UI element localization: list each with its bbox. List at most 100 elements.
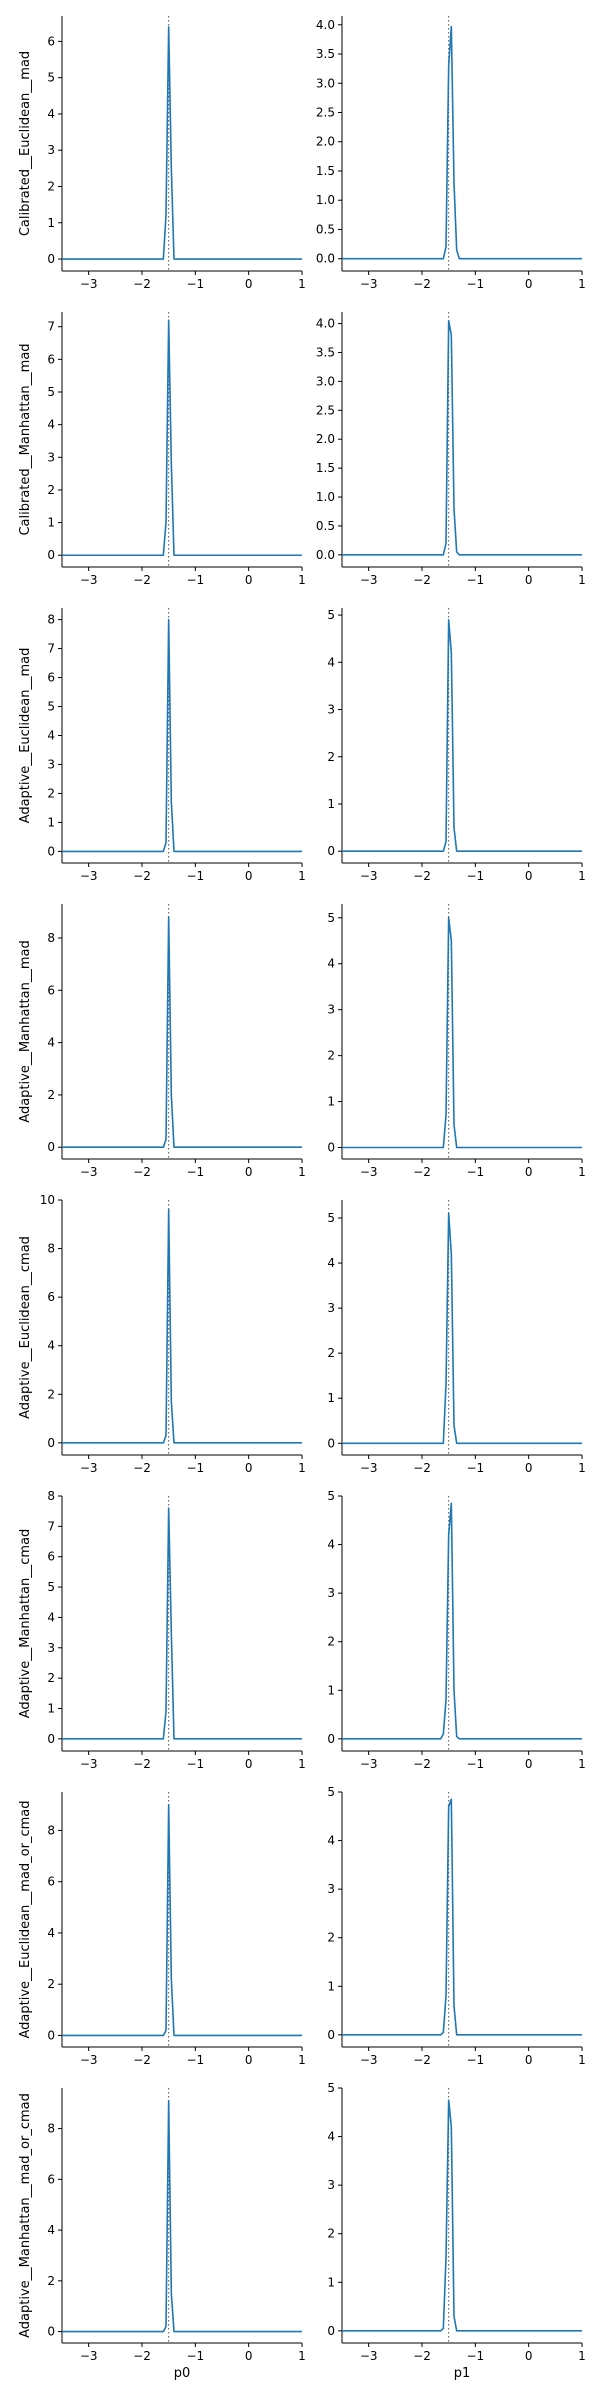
y-tick-label: 5 [327,1211,335,1225]
y-tick-label: 0 [327,2324,335,2338]
y-tick-label: 0 [47,1436,55,1450]
y-tick-label: 2 [47,786,55,800]
x-tick-label: −1 [466,573,484,587]
y-tick-label: 2 [327,2227,335,2241]
y-tick-label: 2 [47,1671,55,1685]
y-tick-label: 2 [47,2274,55,2288]
x-tick-label: −1 [466,869,484,883]
x-tick-label: −3 [360,277,378,291]
x-tick-label: −2 [133,277,151,291]
y-tick-label: 4 [327,1538,335,1552]
y-tick-label: 8 [47,931,55,945]
y-tick-label: 5 [327,1785,335,1799]
density-line [342,319,582,556]
x-axis-label: p1 [454,2366,471,2381]
y-tick-label: 8 [47,1242,55,1256]
y-tick-label: 8 [47,613,55,627]
y-tick-label: 6 [47,1550,55,1564]
x-tick-label: −1 [186,277,204,291]
y-tick-label: 0 [47,844,55,858]
x-tick-label: 0 [245,1461,253,1475]
y-tick-label: 5 [47,385,55,399]
subplot-3-0: −3 −2 −1 0 1 0 2 4 6 8 Adaptive__Manhattan__mad [18,904,306,1179]
y-tick-label: 2 [47,483,55,497]
x-tick-label: 0 [525,1461,533,1475]
x-tick-label: 1 [578,1461,586,1475]
y-axis-label: Adaptive__Euclidean__mad [18,648,33,824]
y-tick-label: 1 [47,216,55,230]
density-line [342,2099,582,2332]
x-tick-label: −3 [360,1757,378,1771]
y-tick-label: 0 [327,2028,335,2042]
x-tick-label: 1 [578,573,586,587]
x-tick-label: 0 [525,2053,533,2067]
y-tick-label: 0 [327,844,335,858]
y-tick-label: 2.0 [316,135,335,149]
x-tick-label: −3 [360,573,378,587]
x-tick-label: 1 [578,1757,586,1771]
x-tick-label: 0 [525,1757,533,1771]
y-axis-label: Calibrated__Euclidean__mad [18,51,33,236]
y-tick-label: 0.0 [316,252,335,266]
density-line [342,1502,582,1740]
subplot-1-1: −3 −2 −1 0 1 0.0 0.5 1.0 1.5 2.0 2.5 3.0 3.5 4.0 [316,312,586,587]
y-tick-label: 4.0 [316,317,335,331]
x-tick-label: −1 [186,2053,204,2067]
y-tick-label: 4 [47,107,55,121]
x-tick-label: 0 [245,573,253,587]
x-tick-label: −1 [186,1461,204,1475]
y-tick-label: 8 [47,1823,55,1837]
y-tick-label: 0.0 [316,548,335,562]
y-axis-label: Adaptive__Manhattan__mad [18,940,33,1122]
y-tick-label: 3.5 [316,47,335,61]
y-tick-label: 0 [47,548,55,562]
y-tick-label: 2.0 [316,432,335,446]
subplot-0-1: −3 −2 −1 0 1 0.0 0.5 1.0 1.5 2.0 2.5 3.0 3.5 4.0 [316,16,586,291]
x-tick-label: −1 [186,2349,204,2363]
density-line [62,618,302,853]
x-tick-label: 1 [298,573,306,587]
y-tick-label: 3.0 [316,374,335,388]
y-tick-label: 5 [327,911,335,925]
x-tick-label: −3 [80,2349,98,2363]
density-line [62,26,302,260]
y-axis-label: Adaptive__Manhattan__mad_or_cmad [18,2093,33,2338]
y-tick-label: 4 [327,1834,335,1848]
y-tick-label: 8 [47,1489,55,1503]
x-tick-label: 1 [578,1165,586,1179]
x-tick-label: −2 [133,2349,151,2363]
y-tick-label: 0 [327,1436,335,1450]
x-tick-label: 1 [298,1165,306,1179]
x-tick-label: −2 [413,869,431,883]
y-tick-label: 6 [47,34,55,48]
y-tick-label: 4.0 [316,18,335,32]
x-tick-label: 0 [525,277,533,291]
y-tick-label: 1 [327,1391,335,1405]
y-tick-label: 10 [40,1193,55,1207]
x-tick-label: 1 [578,2053,586,2067]
x-tick-label: 1 [578,277,586,291]
y-tick-label: 1.5 [316,461,335,475]
subplot-7-0: −3 −2 −1 0 1 0 2 4 6 8 Adaptive__Manhattan__mad_or… [18,2088,306,2381]
y-tick-label: 1 [327,1683,335,1697]
y-tick-label: 4 [47,1926,55,1940]
y-tick-label: 4 [327,2130,335,2144]
y-tick-label: 3 [47,143,55,157]
x-tick-label: −2 [413,2053,431,2067]
x-tick-label: −3 [80,1165,98,1179]
y-tick-label: 4 [47,1610,55,1624]
x-tick-label: −2 [413,2349,431,2363]
x-tick-label: −1 [466,2349,484,2363]
subplot-3-1: −3 −2 −1 0 1 0 1 2 3 4 5 [327,904,586,1179]
x-tick-label: −1 [466,2053,484,2067]
y-tick-label: 0.5 [316,519,335,533]
y-tick-label: 5 [47,71,55,85]
x-tick-label: −3 [360,869,378,883]
x-tick-label: −1 [186,1165,204,1179]
subplot-5-0: −3 −2 −1 0 1 0 1 2 3 4 5 6 7 8 Adaptive__Manhattan__cm… [18,1489,306,1771]
density-line [342,916,582,1149]
y-tick-label: 4 [327,655,335,669]
y-tick-label: 2 [47,1387,55,1401]
x-tick-label: 0 [245,1165,253,1179]
